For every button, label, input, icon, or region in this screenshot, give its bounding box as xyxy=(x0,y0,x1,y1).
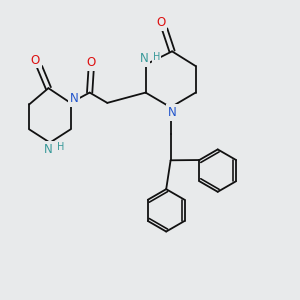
Text: H: H xyxy=(57,142,64,152)
Text: N: N xyxy=(70,92,78,105)
Text: O: O xyxy=(86,56,96,69)
Text: N: N xyxy=(168,106,176,119)
Text: N: N xyxy=(140,52,148,65)
Text: H: H xyxy=(153,52,160,62)
Text: N: N xyxy=(44,142,53,156)
Text: O: O xyxy=(156,16,166,29)
Text: O: O xyxy=(31,54,40,67)
